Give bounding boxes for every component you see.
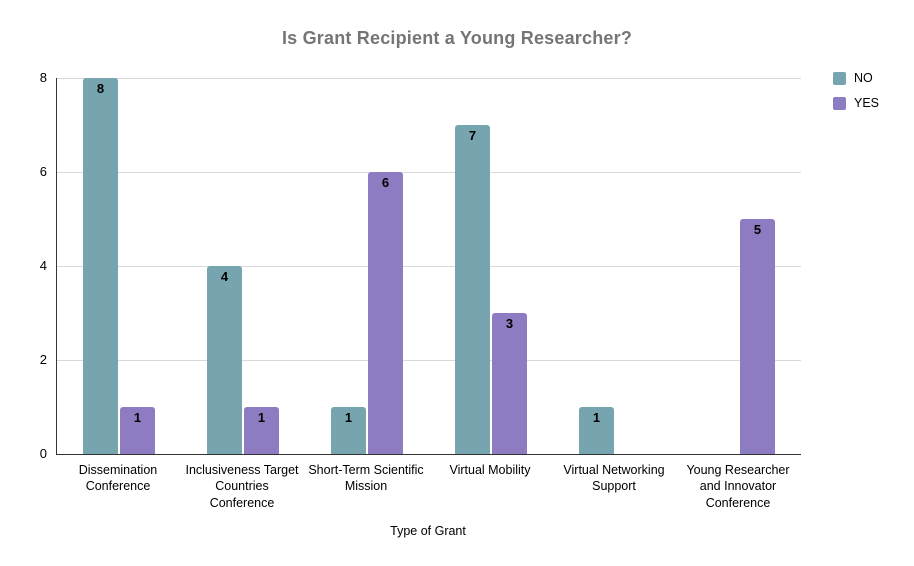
x-axis-category-label-short-term-scientific-mission: Short-Term Scientific Mission: [304, 462, 428, 511]
bar-value-label: 7: [468, 128, 477, 143]
bar-value-label: 1: [133, 410, 142, 425]
bar-value-label: 5: [753, 222, 762, 237]
legend-label-yes: YES: [854, 96, 880, 110]
x-axis-label-line: Virtual Networking: [563, 463, 665, 477]
x-axis-title: Type of Grant: [390, 524, 466, 538]
y-tick-label-4: 4: [39, 258, 47, 273]
gridline-4: [57, 266, 801, 267]
bar-no-dissemination-conference: 8: [83, 78, 118, 454]
x-axis-label-line: Conference: [85, 479, 151, 494]
bar-yes-young-researcher-and-innovator-conference: 5: [740, 219, 775, 454]
gridline-2: [57, 360, 801, 361]
x-axis-label-line: Inclusiveness Target: [185, 463, 299, 477]
x-axis-label-line: Conference: [209, 495, 275, 510]
x-axis-label-line: Young Researcher: [686, 463, 790, 477]
x-axis-label-line: Virtual Mobility: [449, 463, 531, 477]
y-tick-label-0: 0: [39, 446, 47, 461]
x-axis-label-line: Countries: [215, 479, 269, 494]
bar-yes-dissemination-conference: 1: [120, 407, 155, 454]
x-axis-label-line: Dissemination: [78, 463, 158, 477]
x-axis-label-line: Short-Term Scientific: [308, 463, 424, 477]
x-axis-label-line: Support: [592, 479, 636, 494]
x-axis-category-label-inclusiveness-target-countries-conference: Inclusiveness Target Countries Conference: [180, 462, 304, 511]
bar-value-label: 1: [592, 410, 601, 425]
legend-swatch-yes: [833, 96, 846, 110]
bar-value-label: 1: [257, 410, 266, 425]
x-axis-category-label-dissemination-conference: Dissemination Conference: [56, 462, 180, 511]
legend: NO YES: [833, 71, 879, 110]
bar-value-label: 1: [344, 410, 353, 425]
x-axis-label-line: Mission: [344, 479, 388, 494]
bar-no-virtual-mobility: 7: [455, 125, 490, 454]
y-tick-label-8: 8: [39, 70, 47, 85]
legend-swatch-no: [833, 71, 846, 85]
bar-yes-inclusiveness-target-countries-conference: 1: [244, 407, 279, 454]
x-axis-category-label-virtual-networking-support: Virtual Networking Support: [552, 462, 676, 511]
x-axis-labels: Dissemination Conference Inclusiveness Tar…: [56, 462, 800, 511]
x-axis-label-line: Conference: [705, 495, 771, 510]
bar-no-inclusiveness-target-countries-conference: 4: [207, 266, 242, 454]
legend-item-yes: YES: [833, 96, 879, 110]
gridline-6: [57, 172, 801, 173]
bar-value-label: 8: [96, 81, 105, 96]
bar-no-short-term-scientific-mission: 1: [331, 407, 366, 454]
chart-title: Is Grant Recipient a Young Researcher?: [281, 28, 633, 48]
x-axis-category-label-young-researcher-and-innovator-conference: Young Researcher and Innovator Conference: [676, 462, 800, 511]
y-tick-label-2: 2: [39, 352, 47, 367]
legend-label-no: NO: [854, 71, 873, 85]
bar-yes-virtual-mobility: 3: [492, 313, 527, 454]
bar-group-young-researcher-and-innovator-conference: 5: [677, 78, 801, 454]
bar-no-virtual-networking-support: 1: [579, 407, 614, 454]
x-axis-label-line: and Innovator: [699, 479, 777, 494]
y-tick-label-6: 6: [39, 164, 47, 179]
bar-value-label: 4: [220, 269, 229, 284]
bar-value-label: 6: [381, 175, 390, 190]
x-axis-category-label-virtual-mobility: Virtual Mobility: [428, 462, 552, 511]
gridline-8: [57, 78, 801, 79]
bar-value-label: 3: [505, 316, 514, 331]
bar-group-virtual-networking-support: 1: [553, 78, 677, 454]
legend-item-no: NO: [833, 71, 879, 85]
bar-yes-short-term-scientific-mission: 6: [368, 172, 403, 454]
